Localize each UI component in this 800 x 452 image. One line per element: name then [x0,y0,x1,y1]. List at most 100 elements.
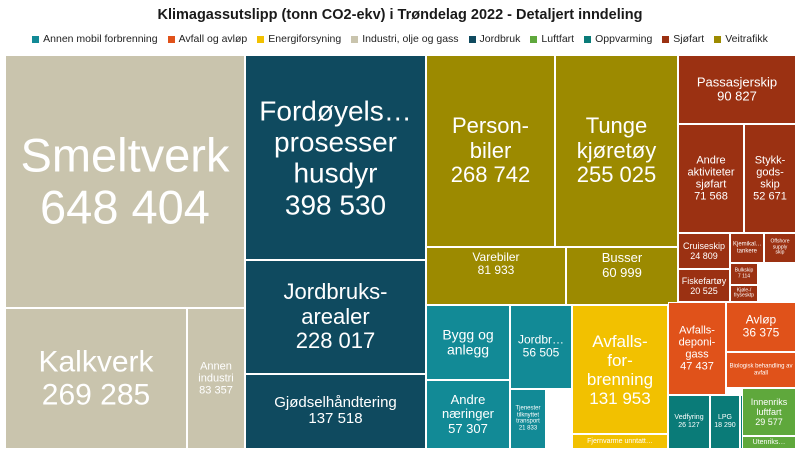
legend-swatch [257,35,265,43]
tile-name: Jordbr… [517,332,564,347]
tile-name: Gjødselhåndtering [274,393,397,411]
treemap-tile: Kalkverk 269 285 [5,308,187,449]
tile-name: Andre aktiviteter sjøfart [687,153,735,191]
treemap-tile: Avfalls- for- brenning 131 953 [572,305,668,434]
tile-value: 24 809 [690,251,718,261]
legend-item: Avfall og avløp [167,33,247,45]
tile-value: 398 530 [284,188,387,220]
legend-label: Annen mobil forbrenning [43,33,158,45]
tile-value: 81 933 [477,263,515,278]
tile-name: Busser [601,250,643,265]
tile-value: 7 114 [737,273,751,279]
tile-name: Bulkskip [734,267,754,274]
tile-value: 60 999 [602,264,642,280]
tile-label: Fiskefartøy 20 525 [679,275,729,295]
tile-label: Varebiler 81 933 [427,250,565,278]
treemap-tile: Utenriks… [742,436,796,449]
legend-label: Industri, olje og gass [362,33,459,45]
tile-label: Biologisk behandling av avfall [727,363,795,376]
treemap-tile: Kjøle-/ frysesktp [730,285,758,302]
tile-label: Busser 60 999 [567,250,677,280]
tile-name: Person- biler [451,113,530,163]
treemap-tile: Vedfyring 26 127 [668,395,710,449]
tile-value: 57 307 [448,420,488,436]
tile-value: 268 742 [450,162,531,188]
legend-item: Veitrafikk [714,33,768,45]
tile-name: LPG [717,414,732,422]
tile-label: Andre næringer 57 307 [427,391,509,437]
legend-swatch [530,35,538,43]
tile-label: Passasjerskip 90 827 [679,74,795,104]
tile-label: Tunge kjøretøy 255 025 [556,113,677,188]
tile-name: Fjernvarme unntatt… [587,437,653,445]
tile-name: Kalkverk [38,344,154,378]
legend-item: Oppvarming [584,33,652,45]
tile-label: Offshore supply skip [765,239,795,257]
legend-item: Sjøfart [662,33,704,45]
tile-label: Gjødselhåndtering 137 518 [246,393,425,429]
legend-label: Jordbruk [479,33,521,45]
legend-swatch [468,35,476,43]
tile-name: Utenriks… [752,438,786,446]
treemap-tile: Cruiseskip 24 809 [678,233,730,269]
treemap-tile: Passasjerskip 90 827 [678,55,796,124]
legend-item: Jordbruk [468,33,521,45]
tile-name: Andre næringer [441,391,495,422]
chart-title: Klimagassutslipp (tonn CO2-ekv) i Trønde… [157,7,643,23]
tile-label: Cruiseskip 24 809 [679,241,729,261]
treemap-tile: Fordøyels… prosesser husdyr 398 530 [245,55,426,260]
tile-name: Annen industri [198,360,234,385]
tile-label: Kalkverk 269 285 [6,345,186,412]
tile-name: Varebiler [472,250,520,264]
treemap-tile: Gjødselhåndtering 137 518 [245,374,426,449]
tile-label: Annen industri 83 357 [188,360,244,397]
tile-label: Bygg og anlegg [427,325,509,358]
legend-swatch [662,35,670,43]
treemap-tile: Bulkskip 7 114 [730,263,758,285]
tile-label: Bulkskip 7 114 [731,268,757,279]
legend-swatch [714,35,722,43]
tile-label: Kjemikal… tankere [731,241,763,254]
tile-value: 255 025 [576,162,657,188]
tile-value: 36 375 [742,326,780,340]
tile-name: Tunge kjøretøy [576,113,657,163]
tile-name: Avfalls- for- brenning [586,331,654,389]
tile-name: Bygg og anlegg [442,325,494,358]
tile-name: Cruiseskip [682,240,725,251]
tile-label: Stykk- gods- skip 52 671 [745,154,795,203]
tile-value: 56 505 [522,346,560,360]
treemap-tile: Varebiler 81 933 [426,247,566,305]
tile-name: Stykk- gods- skip [754,153,786,191]
tile-name: Kjøle-/ frysesktp [733,286,754,299]
treemap-tile: Busser 60 999 [566,247,678,305]
tile-name: Innenriks luftfart [750,396,788,417]
treemap-tile: Biologisk behandling av avfall [726,352,796,388]
tile-name: Smeltverk [20,127,230,181]
tile-label: Avfalls- deponi- gass 47 437 [669,324,725,373]
treemap-tile: Jordbruks- arealer 228 017 [245,260,426,374]
treemap-tile: Annen industri 83 357 [187,308,245,449]
tile-label: Person- biler 268 742 [427,113,554,188]
tile-value: 137 518 [308,410,363,428]
tile-value: 71 568 [694,190,728,203]
tile-name: Fiskefartøy [681,275,727,286]
treemap-tile: Stykk- gods- skip 52 671 [744,124,796,233]
tile-name: Tjenester tilknyttet transport [515,405,541,425]
tile-value: 90 827 [717,88,757,104]
treemap-tile: Jordbr… 56 505 [510,305,572,389]
legend-item: Energiforsyning [257,33,341,45]
treemap-tile: Tjenester tilknyttet transport 21 833 [510,389,546,449]
tile-value: 18 290 [714,422,736,429]
legend-swatch [351,35,359,43]
tile-label: Fjernvarme unntatt… [573,438,667,446]
legend-label: Sjøfart [673,33,705,45]
tile-label: Tjenester tilknyttet transport 21 833 [511,406,545,433]
tile-label: Avløp 36 375 [727,313,795,341]
tile-name: Jordbruks- arealer [283,279,388,329]
tile-value: 20 525 [690,285,718,296]
treemap-tile: Tunge kjøretøy 255 025 [555,55,678,247]
tile-value: 21 833 [518,425,538,432]
tile-value: 131 953 [589,388,651,408]
tile-value: 47 437 [680,360,714,373]
